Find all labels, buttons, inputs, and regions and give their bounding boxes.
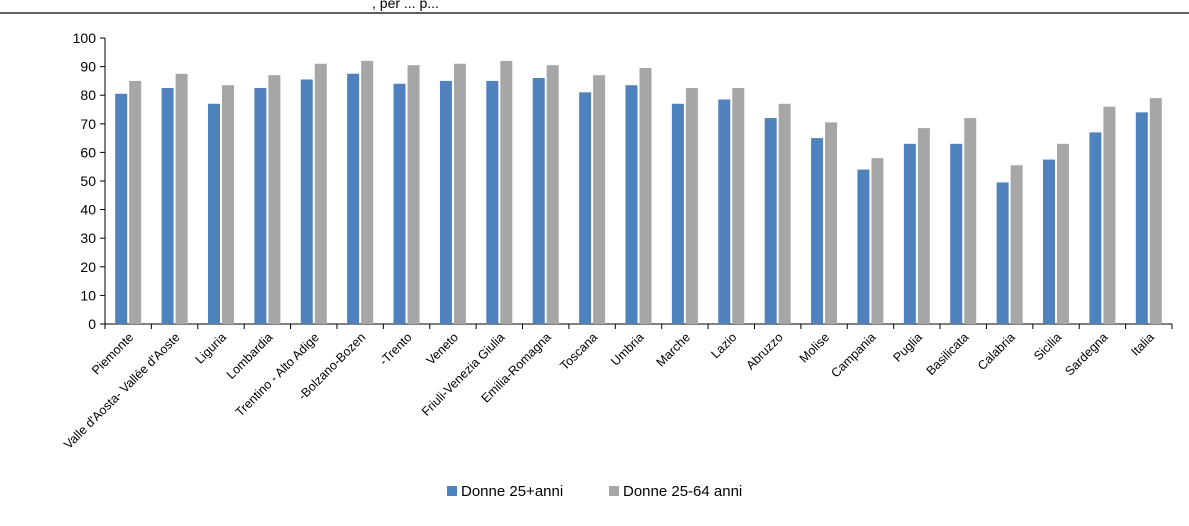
x-category-label: Veneto xyxy=(424,330,461,367)
bar-donne-25-plus xyxy=(207,103,220,324)
y-tick-label: 100 xyxy=(73,30,97,46)
bar-donne-25-64 xyxy=(407,65,420,325)
bar-donne-25-plus xyxy=(300,79,313,324)
legend-label: Donne 25-64 anni xyxy=(623,483,742,500)
y-tick-label: 0 xyxy=(88,316,96,332)
x-category-label: Piemonte xyxy=(89,330,136,377)
bar-donne-25-plus xyxy=(718,99,731,325)
legend-swatch xyxy=(609,486,619,496)
bar-donne-25-64 xyxy=(175,73,188,324)
bar-donne-25-64 xyxy=(871,158,884,324)
x-category-label: Abruzzo xyxy=(743,330,785,372)
bar-donne-25-64 xyxy=(546,65,559,325)
bar-donne-25-plus xyxy=(393,83,406,324)
bar-donne-25-64 xyxy=(500,60,513,324)
bar-donne-25-plus xyxy=(1089,132,1102,324)
bar-donne-25-64 xyxy=(639,68,652,324)
bar-donne-25-plus xyxy=(671,103,684,324)
x-category-label: Toscana xyxy=(557,330,600,373)
bar-donne-25-plus xyxy=(439,80,452,325)
y-tick-label: 30 xyxy=(80,230,96,246)
bar-donne-25-64 xyxy=(453,63,466,325)
legend-swatch xyxy=(447,486,457,496)
x-category-label: -Trento xyxy=(377,330,415,368)
x-category-label: Sardegna xyxy=(1062,330,1110,378)
bar-donne-25-64 xyxy=(593,75,606,325)
y-tick-label: 60 xyxy=(80,144,96,160)
bar-donne-25-plus xyxy=(625,85,638,324)
bar-donne-25-64 xyxy=(221,85,234,324)
x-category-label: Basilicata xyxy=(924,330,972,378)
bar-donne-25-plus xyxy=(903,143,916,324)
bar-donne-25-plus xyxy=(486,80,499,325)
x-category-label: Calabria xyxy=(975,330,1018,373)
bar-donne-25-64 xyxy=(314,63,327,325)
x-category-label: Trentino - Alto Adige xyxy=(233,330,322,419)
x-category-label: Campania xyxy=(828,330,878,380)
bar-donne-25-plus xyxy=(579,92,592,324)
bar-donne-25-64 xyxy=(268,75,281,325)
bar-donne-25-plus xyxy=(764,118,777,324)
bar-donne-25-64 xyxy=(361,60,374,324)
bar-donne-25-64 xyxy=(129,80,142,325)
bar-donne-25-plus xyxy=(811,138,824,324)
bar-donne-25-plus xyxy=(950,143,963,324)
bar-donne-25-64 xyxy=(825,122,838,325)
bar-donne-25-plus xyxy=(996,182,1009,324)
bar-donne-25-64 xyxy=(917,128,930,324)
bar-donne-25-plus xyxy=(532,78,545,324)
y-tick-label: 70 xyxy=(80,116,96,132)
bar-donne-25-plus xyxy=(1135,112,1148,324)
bar-donne-25-plus xyxy=(161,88,174,324)
bar-donne-25-64 xyxy=(964,118,977,324)
x-category-label: Lazio xyxy=(708,330,739,361)
y-tick-label: 20 xyxy=(80,259,96,275)
x-category-label: Puglia xyxy=(890,330,925,365)
bar-donne-25-64 xyxy=(1010,165,1023,324)
bar-donne-25-plus xyxy=(347,73,360,324)
y-tick-label: 10 xyxy=(80,287,96,303)
bar-donne-25-plus xyxy=(115,93,128,325)
bar-donne-25-64 xyxy=(778,103,791,324)
x-category-label: Molise xyxy=(797,330,832,365)
bar-donne-25-plus xyxy=(1043,159,1056,324)
x-category-label: Italia xyxy=(1128,330,1157,359)
x-category-label: Friuli-Venezia Giulia xyxy=(419,330,508,419)
bar-donne-25-64 xyxy=(1149,98,1162,324)
bar-donne-25-64 xyxy=(732,88,745,324)
header-fragment: , per ... p... xyxy=(372,0,439,11)
bar-donne-25-64 xyxy=(1103,106,1116,324)
bar-donne-25-plus xyxy=(857,169,870,324)
bar-donne-25-64 xyxy=(685,88,698,324)
x-category-label: Sicilia xyxy=(1031,330,1064,363)
y-tick-label: 80 xyxy=(80,87,96,103)
y-tick-label: 90 xyxy=(80,59,96,75)
x-category-label: Liguria xyxy=(193,330,229,366)
x-category-label: Umbria xyxy=(608,330,646,368)
y-tick-label: 40 xyxy=(80,202,96,218)
bar-donne-25-plus xyxy=(254,88,267,324)
bar-donne-25-64 xyxy=(1057,143,1070,324)
y-tick-label: 50 xyxy=(80,173,96,189)
legend: Donne 25+anni Donne 25-64 anni xyxy=(447,483,742,500)
legend-label: Donne 25+anni xyxy=(461,483,563,500)
x-category-label: Marche xyxy=(654,330,693,369)
